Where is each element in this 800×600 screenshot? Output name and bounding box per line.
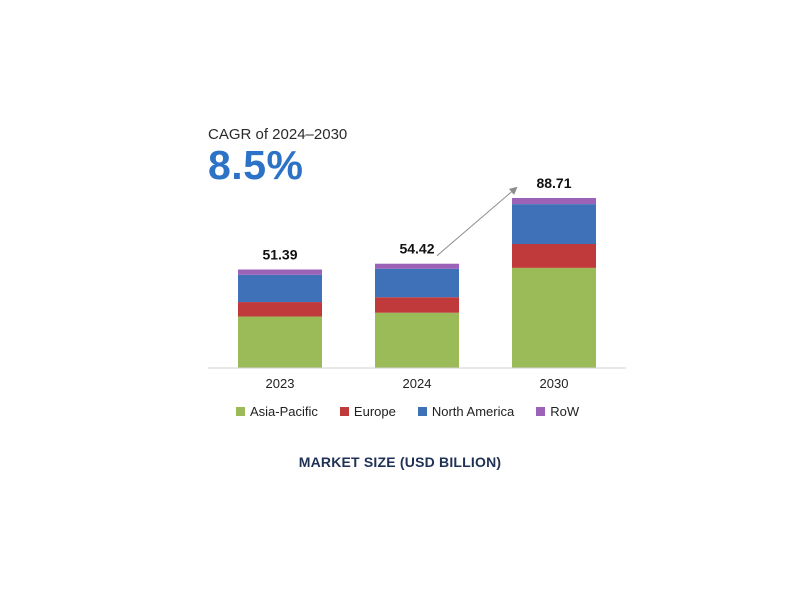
x-tick-label: 2030	[540, 376, 569, 391]
legend-swatch-north-america	[417, 407, 427, 416]
bar-segment-asia-pacific-2023	[238, 316, 322, 368]
bar-segment-europe-2024	[375, 297, 459, 313]
legend-label: Europe	[353, 404, 396, 419]
bar-segment-north-america-2023	[238, 274, 322, 303]
bar-segment-asia-pacific-2030	[512, 267, 596, 368]
legend-item-europe: Europe	[339, 404, 396, 419]
cagr-label: CAGR of 2024–2030	[208, 126, 348, 143]
total-label: 88.71	[536, 175, 571, 191]
bar-segment-row-2023	[238, 269, 322, 275]
bar-segment-row-2024	[375, 263, 459, 269]
bar-segment-north-america-2030	[512, 204, 596, 244]
bars-group	[238, 198, 596, 368]
x-tick-label: 2023	[266, 376, 295, 391]
total-label: 54.42	[399, 241, 434, 257]
bar-segment-europe-2030	[512, 243, 596, 268]
legend-swatch-asia-pacific	[236, 407, 245, 416]
legend-item-north-america: North America	[417, 404, 515, 419]
bar-segment-asia-pacific-2024	[375, 312, 459, 368]
legend-swatch-row	[536, 407, 546, 416]
legend-item-row: RoW	[536, 404, 579, 419]
total-labels: 51.39 54.42 88.71	[262, 175, 571, 263]
legend-swatch-europe	[339, 407, 349, 416]
legend-label: RoW	[550, 404, 580, 419]
legend-label: Asia-Pacific	[250, 404, 318, 419]
chart-caption: MARKET SIZE (USD BILLION)	[298, 454, 502, 470]
x-tick-labels: 2023 2024 2030	[266, 376, 569, 391]
bar-segment-row-2030	[512, 198, 596, 205]
cagr-value: 8.5%	[208, 142, 304, 188]
growth-arrow	[436, 186, 518, 257]
legend: Asia-Pacific Europe North America RoW	[236, 404, 579, 419]
legend-item-asia-pacific: Asia-Pacific	[236, 404, 318, 419]
bar-segment-north-america-2024	[375, 268, 459, 298]
x-tick-label: 2024	[403, 376, 432, 391]
legend-label: North America	[431, 404, 515, 419]
bar-segment-europe-2023	[238, 302, 322, 317]
total-label: 51.39	[262, 247, 297, 263]
